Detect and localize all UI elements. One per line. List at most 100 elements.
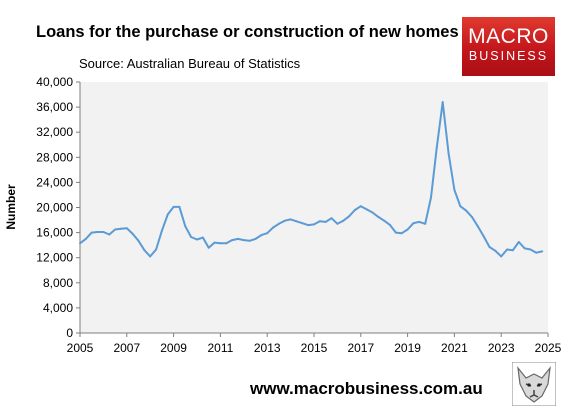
data-point — [301, 222, 304, 225]
data-point — [201, 236, 204, 239]
data-point — [231, 239, 234, 242]
x-tick-label: 2005 — [67, 341, 94, 355]
data-point — [435, 146, 438, 149]
data-point — [324, 220, 327, 223]
data-point — [476, 225, 479, 228]
data-point — [248, 239, 251, 242]
y-tick-label: 20,000 — [36, 201, 73, 215]
data-point — [488, 246, 491, 248]
data-point — [295, 220, 298, 223]
data-point — [119, 227, 122, 230]
data-point — [500, 255, 503, 258]
data-point — [418, 220, 421, 223]
y-tick-label: 24,000 — [36, 175, 73, 189]
data-point — [272, 226, 274, 229]
data-point — [289, 218, 292, 221]
footer-url: www.macrobusiness.com.au — [250, 379, 483, 398]
data-point — [160, 229, 163, 232]
data-point — [318, 220, 321, 223]
axes: 0 4,000 8,000 12,000 16,000 20,000 24,000 28,00… — [36, 75, 561, 355]
data-point — [196, 238, 198, 241]
data-point — [535, 251, 538, 254]
data-point — [353, 209, 356, 211]
x-tick-label: 2021 — [441, 341, 468, 355]
data-point — [541, 250, 544, 253]
x-tick-label: 2013 — [254, 341, 281, 355]
data-point — [400, 232, 403, 235]
data-point — [517, 241, 520, 243]
data-point — [102, 231, 105, 233]
y-tick-label: 12,000 — [36, 251, 73, 265]
x-tick-label: 2007 — [113, 341, 140, 355]
data-point — [313, 223, 315, 226]
data-point — [266, 232, 269, 235]
data-point — [430, 196, 432, 199]
y-tick-label: 32,000 — [36, 125, 73, 139]
y-tick-label: 8,000 — [43, 276, 73, 290]
data-point — [383, 219, 386, 222]
data-point — [108, 233, 111, 236]
data-point — [330, 217, 333, 220]
x-tick-label: 2011 — [207, 341, 233, 355]
data-point — [225, 242, 228, 245]
data-point — [511, 249, 514, 252]
data-point — [494, 249, 497, 252]
data-point — [96, 231, 99, 233]
data-point — [114, 228, 117, 231]
data-point — [523, 247, 526, 250]
data-point — [172, 205, 175, 208]
data-point — [190, 236, 193, 238]
x-tick-label: 2009 — [160, 341, 187, 355]
data-point — [406, 228, 409, 231]
data-point — [377, 215, 380, 218]
data-point — [307, 224, 310, 227]
data-point — [242, 239, 245, 242]
data-point — [184, 225, 187, 228]
data-point — [371, 211, 374, 214]
chart-title: Loans for the purchase or construction o… — [36, 23, 459, 41]
data-point — [277, 222, 280, 225]
y-tick-label: 0 — [66, 326, 73, 340]
data-point — [342, 219, 345, 222]
data-point — [348, 215, 351, 218]
data-point — [125, 227, 128, 230]
data-point — [166, 213, 169, 216]
y-tick-label: 40,000 — [36, 75, 73, 89]
data-point — [412, 222, 415, 225]
chart-source: Source: Australian Bureau of Statistics — [79, 56, 301, 71]
data-point — [394, 231, 397, 234]
data-point — [213, 241, 216, 244]
data-point — [459, 205, 462, 208]
logo-line-1: MACRO — [468, 25, 549, 48]
data-point — [453, 188, 456, 191]
data-point — [143, 249, 146, 252]
data-point — [465, 209, 468, 212]
data-point — [149, 255, 152, 258]
data-point — [359, 205, 362, 208]
data-point — [389, 224, 392, 227]
data-point — [336, 222, 339, 225]
series-group — [79, 101, 544, 258]
data-point — [441, 101, 444, 104]
data-point — [219, 242, 222, 245]
data-point — [447, 152, 450, 155]
data-point — [90, 231, 93, 234]
series-line-0 — [79, 101, 543, 258]
data-point — [365, 208, 368, 211]
logo-line-2: BUSINESS — [468, 49, 549, 63]
data-point — [424, 222, 427, 225]
data-point — [529, 248, 532, 251]
data-point — [254, 237, 257, 240]
data-point — [178, 205, 181, 208]
data-point — [137, 239, 140, 242]
data-point — [470, 215, 473, 218]
y-tick-label: 16,000 — [36, 226, 73, 240]
y-tick-label: 36,000 — [36, 100, 73, 114]
x-tick-label: 2017 — [347, 341, 374, 355]
macrobusiness-logo: MACRO BUSINESS — [462, 17, 555, 76]
data-point — [237, 237, 239, 240]
wolf-mascot-icon — [512, 362, 556, 406]
y-tick-label: 28,000 — [36, 150, 73, 164]
x-tick-label: 2023 — [488, 341, 515, 355]
